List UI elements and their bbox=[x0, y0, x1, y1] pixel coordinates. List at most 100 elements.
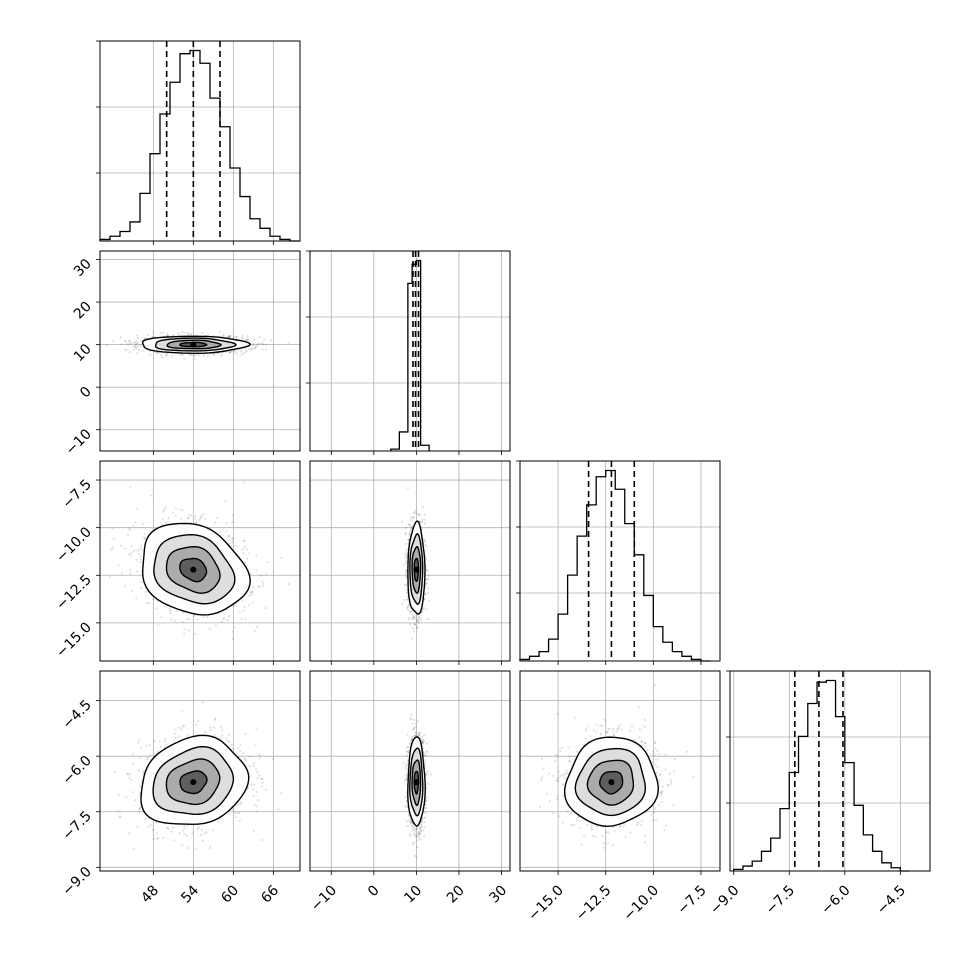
scatter-point bbox=[146, 756, 149, 759]
scatter-point bbox=[425, 568, 428, 572]
panel-frame-0-0 bbox=[99, 40, 301, 242]
scatter-point bbox=[230, 744, 233, 747]
scatter-point bbox=[265, 343, 268, 346]
scatter-point bbox=[231, 537, 234, 540]
scatter-point bbox=[169, 609, 172, 612]
scatter-point bbox=[406, 487, 410, 490]
scatter-point bbox=[155, 607, 158, 610]
contour-2-0-1 bbox=[153, 533, 236, 605]
scatter-point bbox=[255, 791, 258, 794]
scatter-point bbox=[244, 351, 247, 354]
scatter-point bbox=[232, 809, 235, 812]
scatter-point bbox=[246, 557, 249, 560]
scatter-point bbox=[234, 626, 237, 629]
scatter-point bbox=[244, 617, 247, 620]
scatter-point bbox=[125, 796, 128, 799]
scatter-point bbox=[128, 527, 131, 530]
scatter-point bbox=[253, 803, 257, 806]
scatter-point bbox=[222, 616, 226, 619]
scatter-point bbox=[251, 344, 255, 347]
scatter-point bbox=[132, 348, 135, 351]
scatter-point bbox=[194, 354, 197, 357]
y-tick-label-2-1: −12.5 bbox=[53, 572, 95, 614]
scatter-point bbox=[251, 590, 254, 593]
scatter-point bbox=[425, 545, 428, 548]
scatter-point bbox=[148, 602, 151, 605]
scatter-point bbox=[133, 549, 136, 552]
scatter-point bbox=[261, 348, 264, 351]
scatter-point bbox=[414, 623, 417, 626]
scatter-point bbox=[427, 617, 430, 621]
scatter-point bbox=[136, 507, 139, 510]
scatter-point bbox=[237, 811, 240, 814]
scatter-point bbox=[260, 574, 263, 577]
scatter-point bbox=[111, 546, 114, 549]
scatter-point bbox=[135, 340, 138, 343]
scatter-point bbox=[129, 529, 132, 532]
scatter-point bbox=[224, 500, 227, 503]
scatter-point bbox=[214, 624, 217, 627]
scatter-point bbox=[258, 774, 261, 777]
scatter-point bbox=[229, 351, 232, 354]
scatter-point bbox=[197, 826, 200, 829]
contour-1-0-3 bbox=[179, 341, 208, 348]
scatter-point bbox=[250, 783, 253, 786]
scatter-point bbox=[423, 522, 426, 525]
scatter-point bbox=[128, 351, 131, 354]
histogram-step-1 bbox=[390, 259, 430, 451]
scatter-point bbox=[130, 341, 133, 345]
scatter-point bbox=[181, 829, 185, 832]
scatter-point bbox=[113, 537, 116, 540]
scatter-point bbox=[406, 598, 409, 601]
histogram-step-2 bbox=[519, 469, 711, 662]
scatter-point bbox=[220, 620, 224, 623]
scatter-point bbox=[255, 768, 258, 771]
scatter-point bbox=[178, 726, 181, 730]
scatter-point bbox=[254, 346, 257, 350]
scatter-point bbox=[157, 624, 160, 627]
panel-frame-2-2 bbox=[519, 460, 721, 662]
scatter-point bbox=[171, 355, 174, 358]
scatter-point bbox=[411, 525, 414, 528]
scatter-point bbox=[177, 333, 181, 336]
scatter-point bbox=[408, 616, 411, 619]
scatter-point bbox=[201, 331, 204, 335]
scatter-point bbox=[416, 513, 420, 516]
scatter-point bbox=[231, 630, 234, 633]
scatter-point bbox=[142, 770, 145, 773]
scatter-point bbox=[228, 351, 231, 354]
scatter-point bbox=[165, 521, 168, 525]
scatter-point bbox=[128, 340, 131, 343]
scatter-point bbox=[193, 614, 196, 617]
scatter-point bbox=[235, 816, 238, 819]
scatter-point bbox=[134, 344, 137, 347]
scatter-point bbox=[123, 585, 127, 588]
hist-panel-0 bbox=[96, 40, 301, 245]
scatter-point bbox=[160, 616, 163, 619]
scatter-point bbox=[426, 569, 429, 572]
scatter-point bbox=[227, 538, 230, 542]
scatter-point bbox=[124, 348, 127, 351]
scatter-point bbox=[258, 342, 261, 345]
scatter-point bbox=[234, 545, 237, 548]
scatter-point bbox=[410, 516, 413, 519]
scatter-point bbox=[240, 617, 243, 620]
scatter-point bbox=[423, 513, 426, 517]
scatter-point bbox=[287, 342, 290, 345]
scatter-point bbox=[188, 618, 191, 621]
scatter-point bbox=[236, 803, 239, 806]
scatter-point bbox=[159, 332, 162, 335]
scatter-point bbox=[252, 788, 255, 791]
scatter-point bbox=[181, 353, 184, 356]
scatter-point bbox=[135, 597, 138, 600]
scatter-point bbox=[187, 517, 190, 520]
scatter-point bbox=[421, 518, 424, 521]
y-tick-label-1-2: 10 bbox=[71, 341, 95, 365]
scatter-point bbox=[261, 580, 264, 583]
scatter-point bbox=[248, 348, 251, 351]
scatter-point bbox=[263, 338, 266, 341]
scatter-point bbox=[256, 777, 259, 780]
scatter-point bbox=[231, 637, 234, 641]
scatter-point bbox=[412, 516, 415, 519]
scatter-point bbox=[246, 338, 249, 341]
